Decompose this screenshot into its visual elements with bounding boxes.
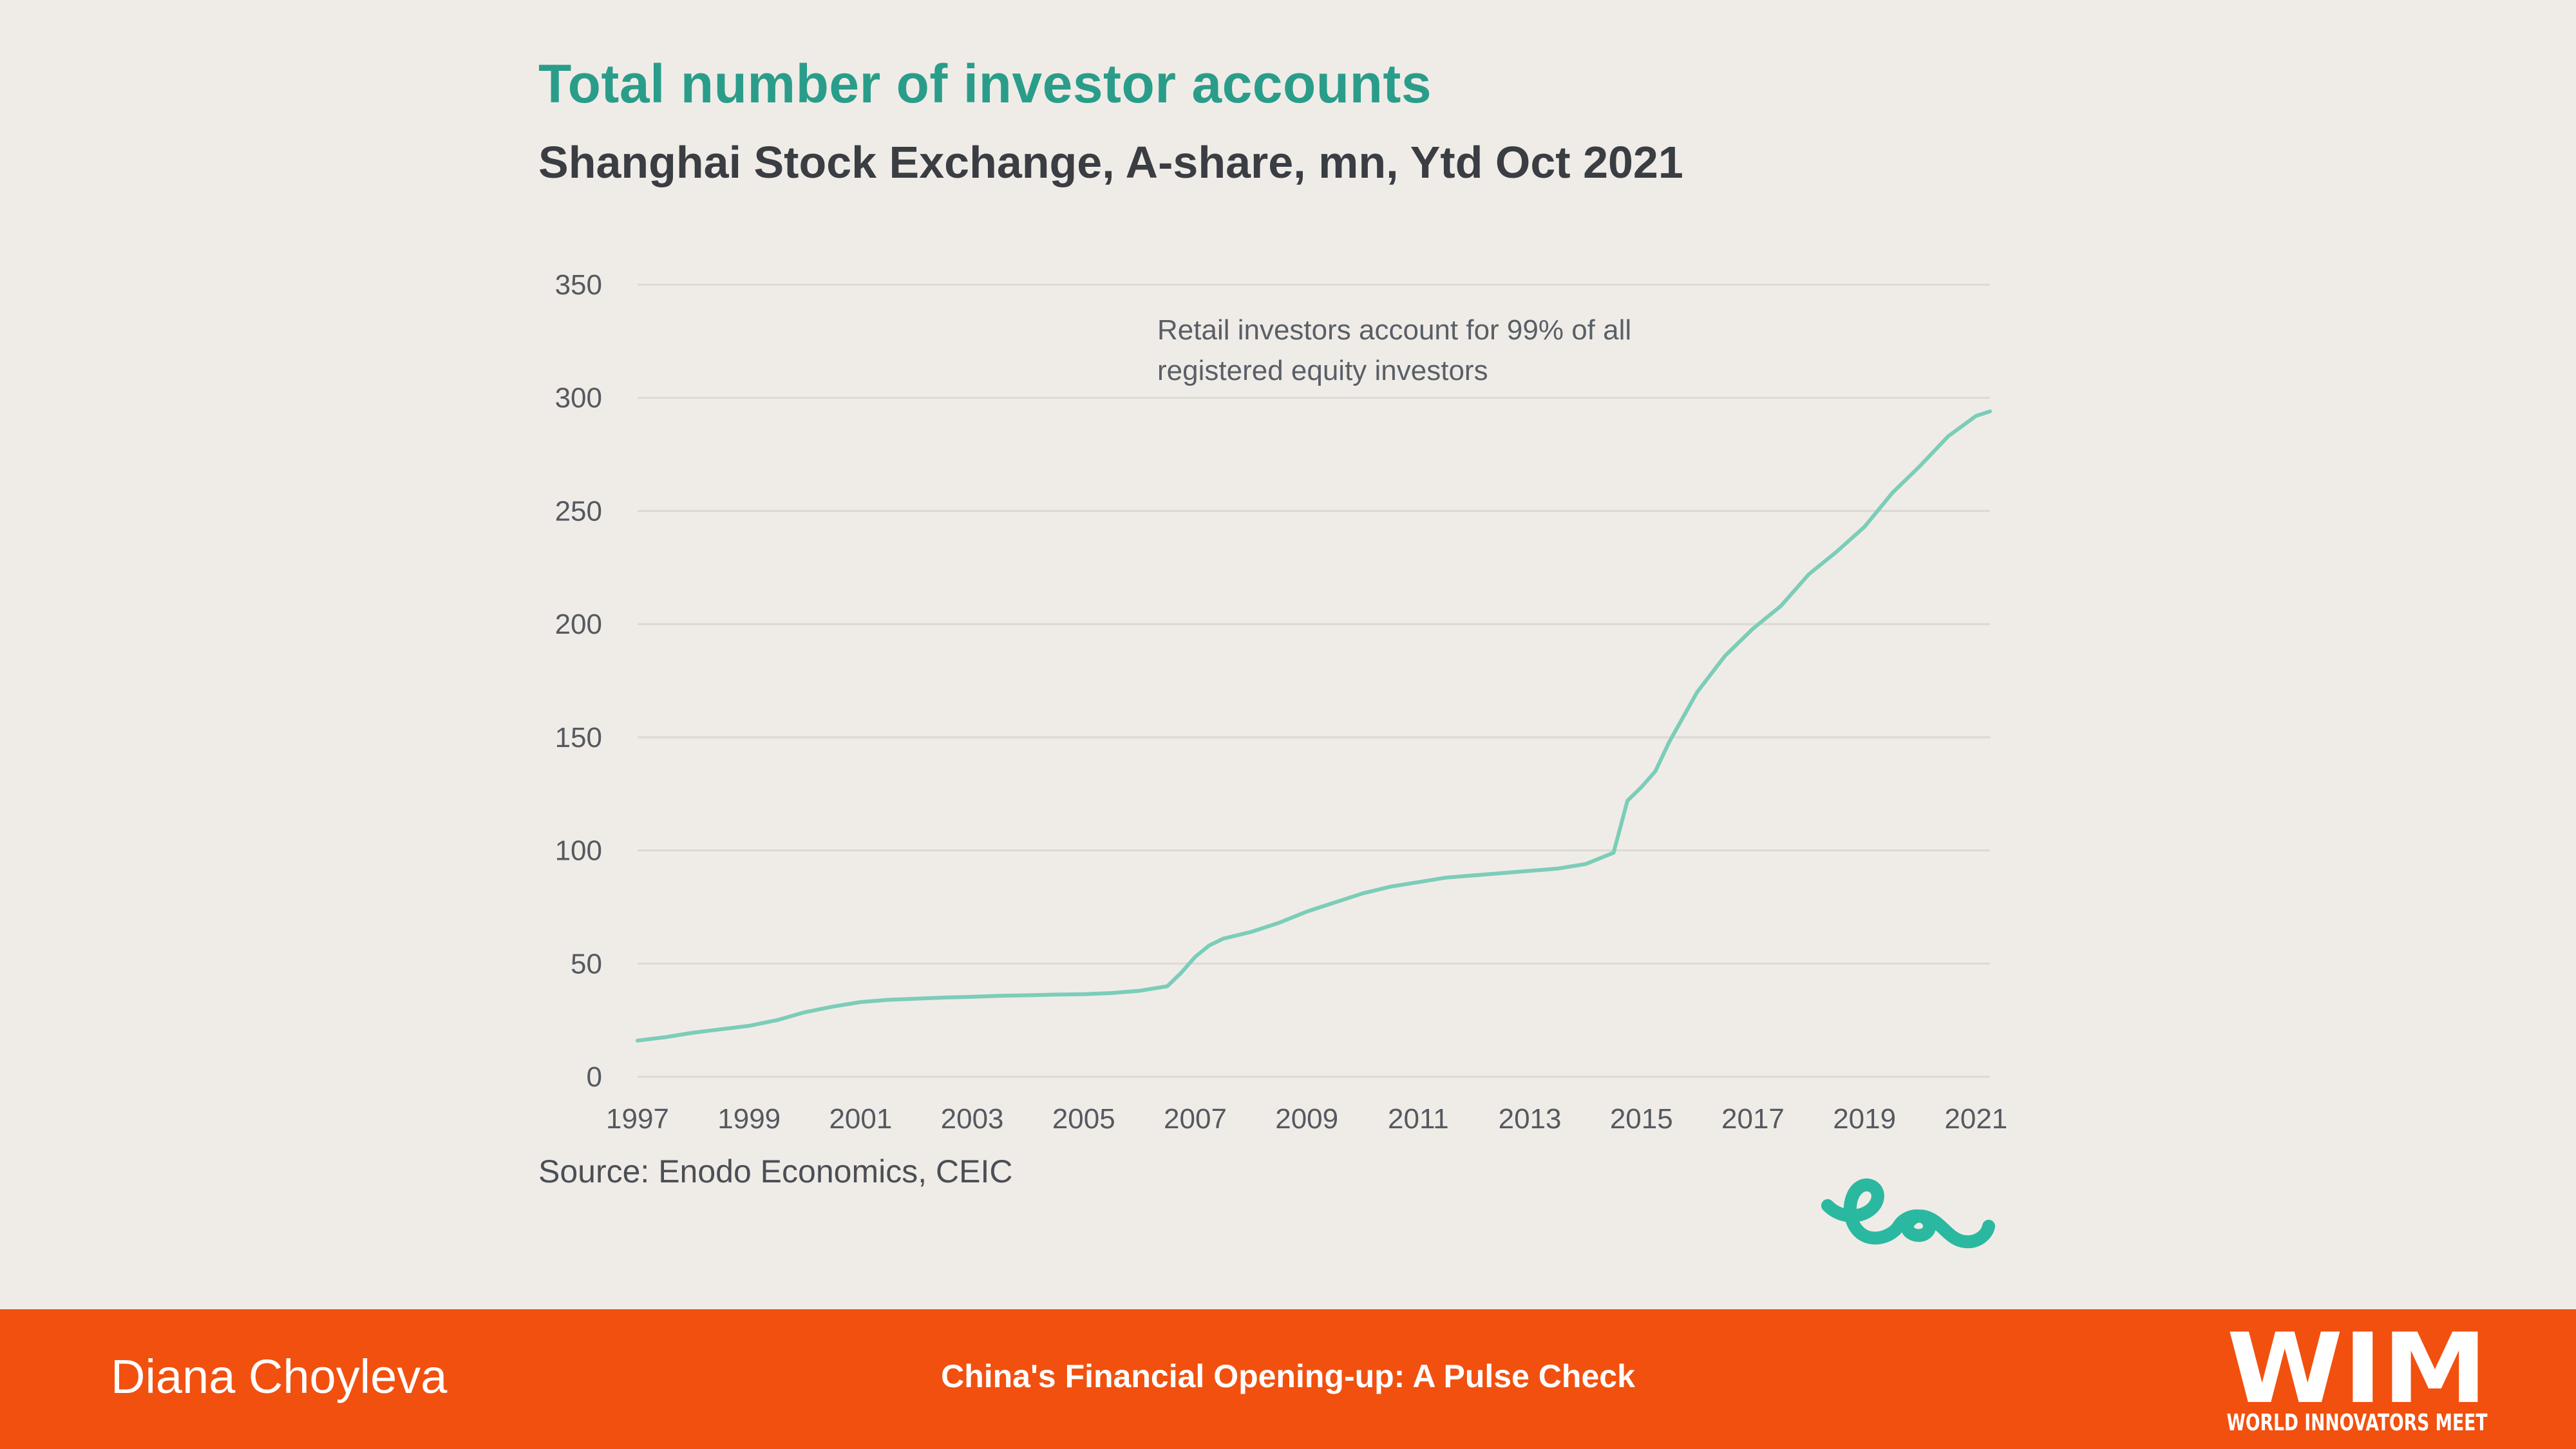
y-tick-label: 100	[555, 835, 602, 867]
x-tick-label: 2011	[1388, 1103, 1449, 1135]
x-tick-label: 2013	[1499, 1103, 1562, 1135]
x-tick-label: 2019	[1833, 1103, 1896, 1135]
x-tick-label: 1997	[606, 1103, 669, 1135]
x-tick-label: 2007	[1164, 1103, 1227, 1135]
y-tick-label: 300	[555, 383, 602, 414]
y-tick-label: 250	[555, 495, 602, 527]
y-tick-label: 50	[571, 948, 602, 980]
x-tick-label: 2001	[829, 1103, 892, 1135]
presenter-name: Diana Choyleva	[111, 1350, 448, 1403]
y-tick-label: 150	[555, 722, 602, 753]
x-tick-label: 2017	[1721, 1103, 1785, 1135]
annotation-line-2: registered equity investors	[1157, 355, 1488, 386]
x-axis-ticks: 1997 1999 2001 2003 2005 2007 2009 2011 2013 2015…	[606, 1103, 2007, 1135]
series-line	[636, 409, 1992, 1043]
footer-bar	[0, 1309, 2576, 1449]
line-chart: 0 50 100 150 200 250 300 350 1997 1999 2001 2003 20…	[555, 269, 2008, 1135]
gridlines	[638, 283, 1990, 1078]
x-tick-label: 2015	[1610, 1103, 1673, 1135]
y-tick-label: 0	[587, 1061, 602, 1093]
chart-source: Source: Enodo Economics, CEIC	[538, 1153, 1013, 1189]
slide-content: Total number of investor accounts Shangh…	[538, 53, 2008, 1249]
enodo-ee-logo-icon	[1821, 1179, 1995, 1249]
x-tick-label: 2009	[1275, 1103, 1338, 1135]
y-tick-label: 200	[555, 609, 602, 640]
annotation-line-1: Retail investors account for 99% of all	[1157, 314, 1631, 346]
wim-logo-text: WIM	[2227, 1323, 2488, 1425]
x-tick-label: 2005	[1052, 1103, 1115, 1135]
y-axis-ticks: 0 50 100 150 200 250 300 350	[555, 269, 602, 1093]
x-tick-label: 1999	[717, 1103, 781, 1135]
series-group	[636, 409, 1992, 1043]
x-tick-label: 2021	[1944, 1103, 2007, 1135]
x-tick-label: 2003	[941, 1103, 1004, 1135]
y-tick-label: 350	[555, 269, 602, 301]
chart-subtitle: Shanghai Stock Exchange, A-share, mn, Yt…	[538, 137, 1683, 187]
wim-logo: WIM WORLD INNOVATORS MEET	[2227, 1323, 2488, 1436]
talk-title: China's Financial Opening-up: A Pulse Ch…	[941, 1358, 1635, 1394]
wim-logo-tagline: WORLD INNOVATORS MEET	[2227, 1410, 2488, 1436]
chart-title: Total number of investor accounts	[538, 53, 1432, 114]
